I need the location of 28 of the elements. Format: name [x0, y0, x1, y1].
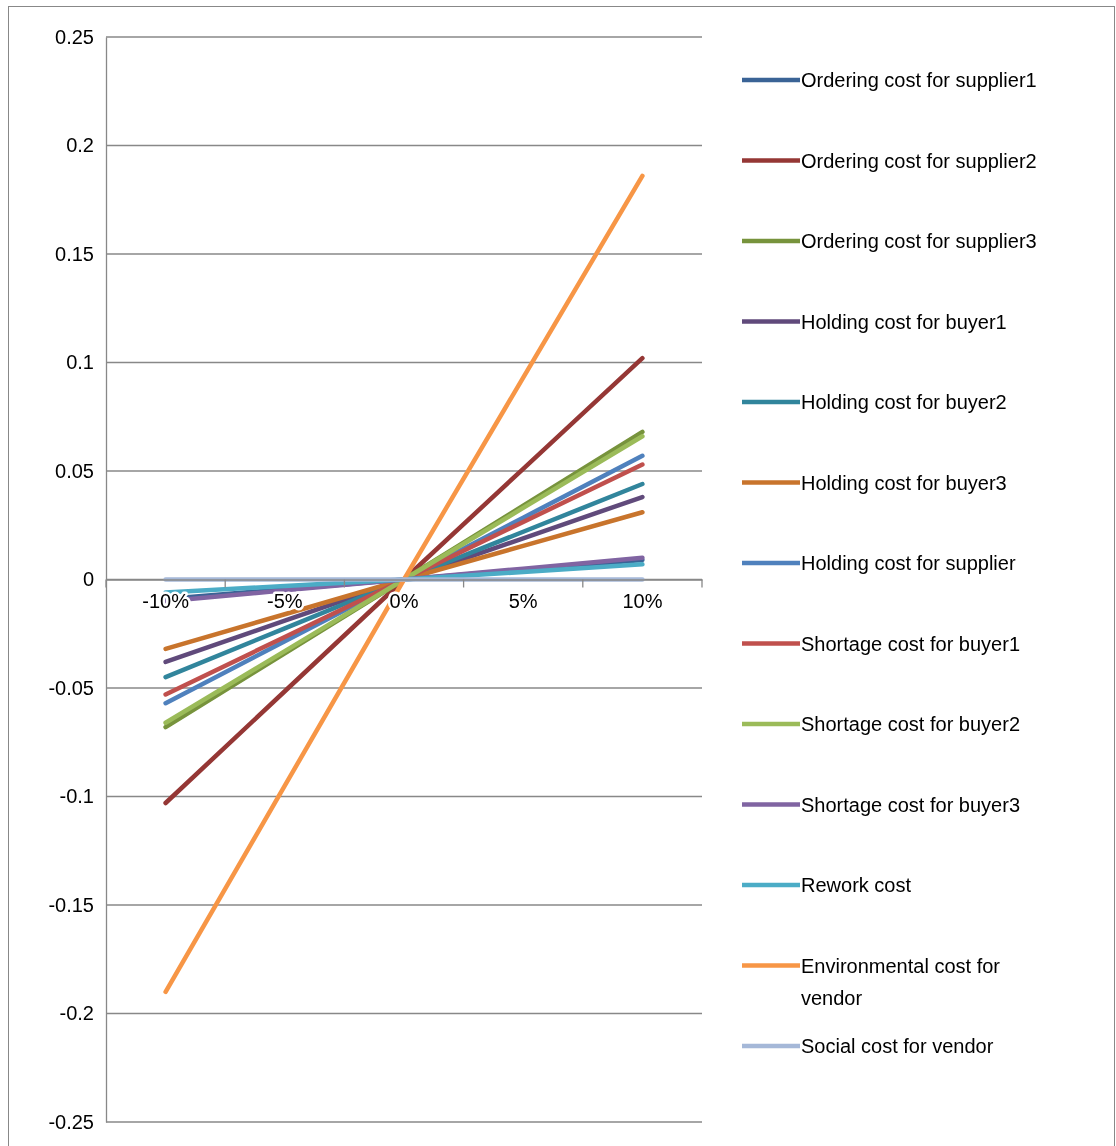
x-tick-label: 10%: [622, 589, 663, 612]
legend-label: Shortage cost for buyer3: [801, 793, 1021, 816]
y-tick-label: 0: [82, 568, 94, 591]
legend-label: Ordering cost for supplier3: [801, 230, 1037, 252]
y-tick-label: -0.1: [59, 785, 94, 808]
y-tick-label: -0.15: [48, 893, 94, 916]
legend-label: Holding cost for buyer2: [801, 391, 1007, 413]
legend-label: Ordering cost for supplier2: [801, 149, 1037, 172]
x-tick-label: 5%: [508, 589, 538, 612]
y-tick-label: 0.15: [55, 242, 94, 265]
y-tick-label: -0.25: [48, 1110, 94, 1133]
legend-label: Shortage cost for buyer1: [801, 632, 1021, 655]
legend-label: Social cost for vendor: [801, 1035, 994, 1057]
x-tick-label: -10%: [142, 589, 190, 612]
y-tick-label: -0.2: [59, 1002, 94, 1025]
legend-label: Shortage cost for buyer2: [801, 713, 1021, 735]
y-tick-label: 0.05: [55, 459, 94, 482]
x-tick-label: -5%: [267, 589, 303, 612]
legend-label: Holding cost for buyer3: [801, 471, 1007, 494]
legend-label: Ordering cost for supplier1: [801, 69, 1037, 91]
y-tick-label: 0.25: [55, 25, 94, 48]
y-tick-label: 0.2: [66, 134, 94, 157]
legend-label: Rework cost: [801, 874, 912, 896]
legend-label: Holding cost for buyer1: [801, 310, 1007, 333]
legend-label: Holding cost for supplier: [801, 552, 1016, 574]
y-tick-label: 0.1: [66, 351, 94, 374]
y-tick-label: -0.05: [48, 676, 94, 699]
legend-label: Environmental cost for vendor: [801, 954, 1001, 1009]
